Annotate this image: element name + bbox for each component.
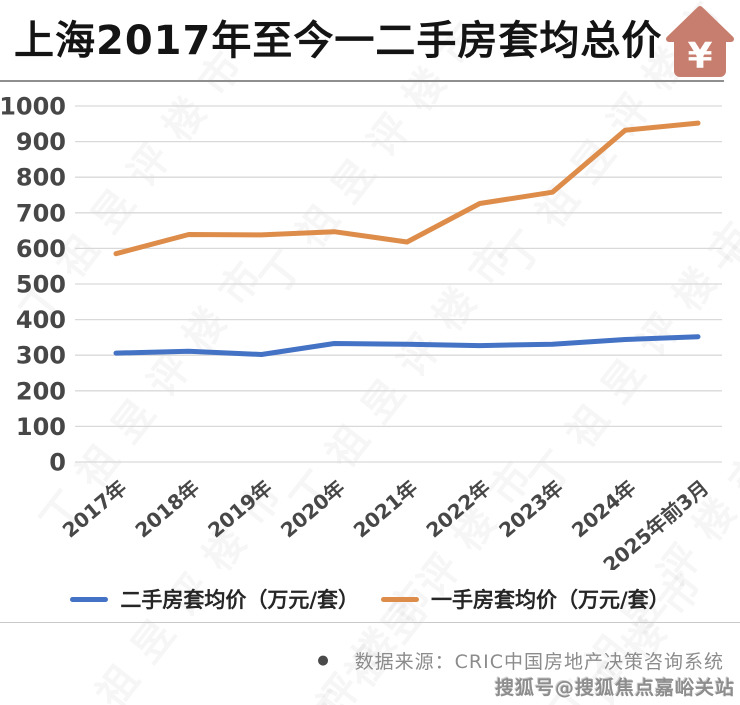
data-source-text: 数据来源：CRIC中国房地产决策咨询系统 bbox=[354, 651, 724, 673]
chart-legend: 二手房套均价（万元/套） 一手房套均价（万元/套） bbox=[0, 582, 740, 616]
x-axis-label: 2017年 bbox=[58, 475, 131, 542]
series-line-1 bbox=[113, 120, 701, 257]
legend-label-newhome: 一手房套均价（万元/套） bbox=[431, 588, 670, 612]
house-roof bbox=[669, 9, 731, 39]
chart-area: 0 100 200 300 400 500 600 700 800 900 1000 2017年 201… bbox=[0, 88, 740, 577]
x-axis-label: 2018年 bbox=[131, 475, 204, 542]
yen-symbol: ¥ bbox=[687, 36, 712, 77]
y-axis-label: 1000 bbox=[0, 93, 66, 121]
background-watermark-text: 丁祖昱评楼市 bbox=[194, 554, 454, 705]
y-axis-label: 600 bbox=[16, 235, 66, 263]
y-axis-label: 0 bbox=[49, 449, 66, 477]
y-axis-label: 300 bbox=[16, 342, 66, 370]
x-axis-label: 2022年 bbox=[422, 475, 495, 542]
legend-divider bbox=[0, 622, 740, 623]
newhome-line-swatch bbox=[381, 596, 419, 602]
x-axis-label: 2019年 bbox=[203, 475, 276, 542]
x-axis-label: 2023年 bbox=[494, 475, 567, 542]
bullet-icon: ● bbox=[317, 653, 329, 668]
y-axis-label: 100 bbox=[16, 413, 66, 441]
y-axis-label: 500 bbox=[16, 271, 66, 299]
sohu-account-watermark: 搜狐号@搜狐焦点嘉峪关站 bbox=[494, 677, 735, 699]
y-axis-label: 900 bbox=[16, 128, 66, 156]
y-axis-label: 200 bbox=[16, 377, 66, 405]
x-axis-label: 2020年 bbox=[276, 475, 349, 542]
x-axis-label: 2021年 bbox=[349, 475, 422, 542]
y-axis-label: 400 bbox=[16, 306, 66, 334]
legend-label-secondhand: 二手房套均价（万元/套） bbox=[120, 588, 359, 612]
legend-item-secondhand: 二手房套均价（万元/套） bbox=[70, 584, 359, 614]
legend-item-newhome: 一手房套均价（万元/套） bbox=[381, 584, 670, 614]
series-line-0 bbox=[113, 334, 701, 357]
page-title: 上海2017年至今一二手房套均总价 bbox=[14, 18, 663, 64]
house-body bbox=[674, 33, 726, 77]
house-yen-icon: ¥ bbox=[666, 6, 734, 77]
secondhand-line-swatch bbox=[70, 596, 109, 602]
header-divider bbox=[0, 80, 724, 82]
footer: ● 数据来源：CRIC中国房地产决策咨询系统 bbox=[317, 647, 724, 674]
y-axis-label: 700 bbox=[16, 199, 66, 227]
y-axis-label: 800 bbox=[16, 164, 66, 192]
